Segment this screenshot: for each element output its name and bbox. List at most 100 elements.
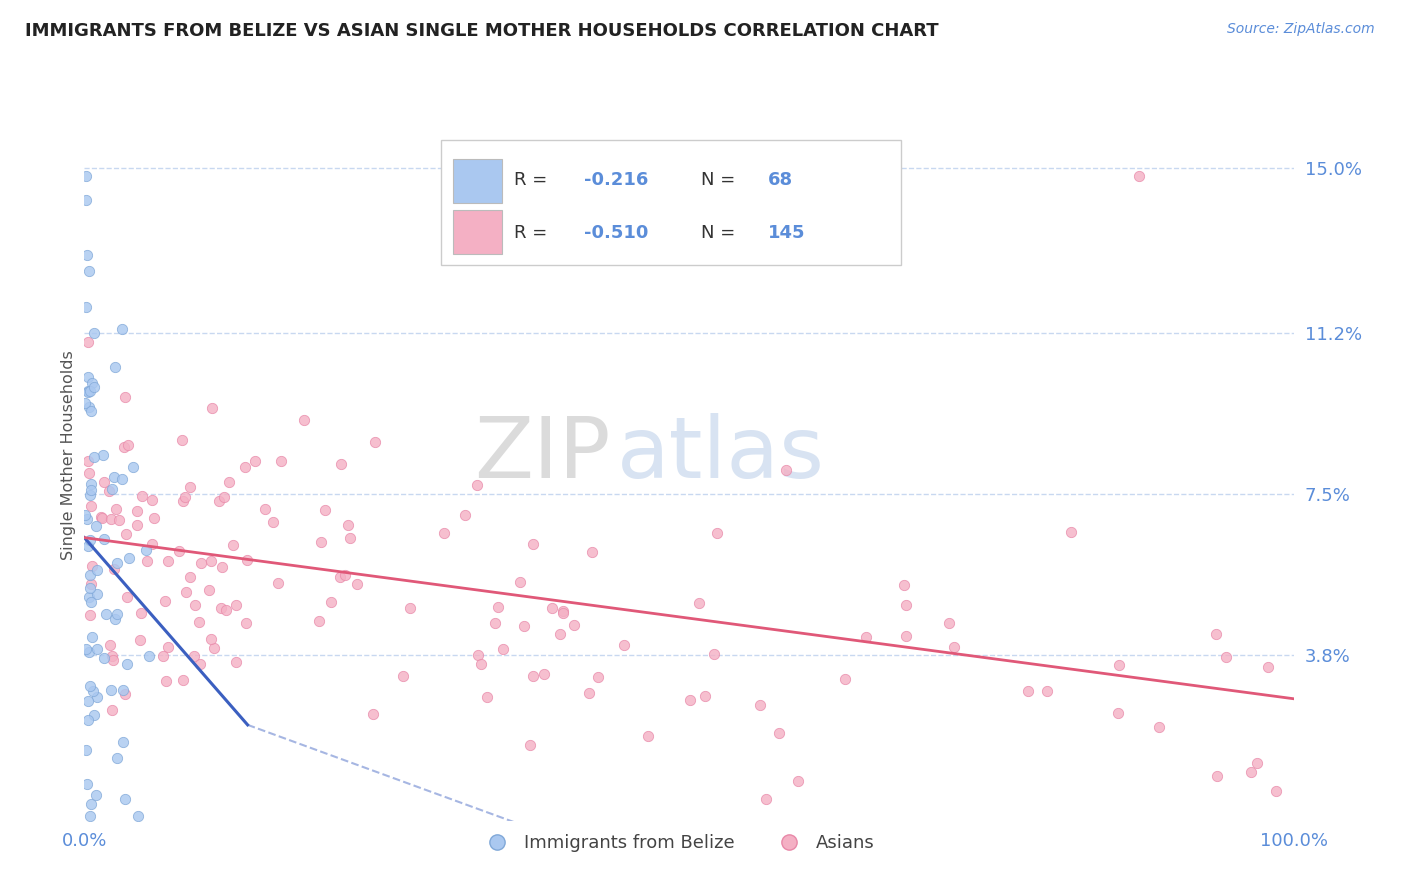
Point — [77, 400, 100, 414]
Text: -0.216: -0.216 — [583, 171, 648, 189]
Point — [467, 648, 489, 662]
Point — [76, 777, 98, 791]
Point — [141, 537, 163, 551]
Point — [111, 472, 134, 486]
Point — [188, 657, 211, 672]
Point — [79, 607, 101, 622]
Point — [114, 687, 136, 701]
Point — [184, 598, 207, 612]
Point — [101, 482, 124, 496]
Point — [91, 448, 114, 462]
Point — [79, 809, 101, 823]
Point — [211, 560, 233, 574]
Point — [333, 568, 356, 582]
Point — [775, 463, 797, 477]
Point — [522, 537, 544, 551]
Point — [104, 612, 127, 626]
Point — [533, 667, 555, 681]
Point — [127, 518, 149, 533]
Point — [138, 648, 160, 663]
Point — [391, 669, 413, 683]
Point — [578, 686, 600, 700]
Point — [236, 553, 259, 567]
Point — [768, 725, 790, 739]
Point — [218, 475, 240, 489]
Point — [157, 640, 180, 654]
Point — [80, 797, 103, 812]
Point — [83, 326, 105, 340]
Point — [153, 594, 176, 608]
Point — [330, 457, 353, 471]
Point — [254, 502, 277, 516]
Point — [117, 438, 139, 452]
Point — [1108, 657, 1130, 672]
Point — [105, 502, 128, 516]
Point — [787, 774, 810, 789]
Point — [167, 543, 190, 558]
Point — [127, 809, 149, 823]
Point — [755, 792, 778, 806]
Point — [114, 390, 136, 404]
Point — [76, 512, 98, 526]
Point — [693, 689, 716, 703]
Point — [346, 577, 368, 591]
Point — [894, 598, 917, 612]
Point — [581, 545, 603, 559]
Point — [270, 453, 292, 467]
Point — [243, 454, 266, 468]
Point — [80, 559, 103, 574]
Point — [553, 604, 575, 618]
Point — [100, 683, 122, 698]
Point — [201, 401, 224, 415]
Point — [492, 641, 515, 656]
Point — [75, 642, 97, 657]
Point — [551, 606, 574, 620]
Point — [105, 556, 128, 570]
Point — [548, 627, 571, 641]
Point — [1107, 706, 1129, 720]
Point — [465, 478, 488, 492]
Point — [75, 508, 97, 523]
Point — [101, 649, 124, 664]
Point — [82, 684, 104, 698]
Point — [225, 599, 247, 613]
Point — [118, 551, 141, 566]
Point — [77, 714, 100, 728]
Point — [399, 601, 422, 615]
Point — [262, 515, 284, 529]
FancyBboxPatch shape — [453, 210, 502, 253]
Point — [1205, 769, 1227, 783]
Point — [200, 632, 222, 646]
Point — [212, 491, 235, 505]
Point — [943, 640, 966, 654]
Point — [83, 708, 105, 723]
Text: N =: N = — [702, 171, 741, 189]
Point — [855, 630, 877, 644]
Point — [86, 587, 108, 601]
Point — [91, 511, 114, 525]
Point — [209, 601, 232, 615]
Point — [75, 193, 97, 207]
Point — [103, 470, 125, 484]
FancyBboxPatch shape — [441, 140, 901, 265]
Point — [77, 590, 100, 604]
Point — [152, 649, 174, 664]
Point — [105, 751, 128, 765]
Point — [105, 607, 128, 621]
Legend: Immigrants from Belize, Asians: Immigrants from Belize, Asians — [472, 827, 882, 859]
Point — [80, 404, 103, 418]
Point — [80, 376, 103, 390]
Point — [637, 729, 659, 743]
Point — [308, 614, 330, 628]
Point — [122, 459, 145, 474]
Point — [80, 595, 103, 609]
Text: IMMIGRANTS FROM BELIZE VS ASIAN SINGLE MOTHER HOUSEHOLDS CORRELATION CHART: IMMIGRANTS FROM BELIZE VS ASIAN SINGLE M… — [25, 22, 939, 40]
Point — [1240, 765, 1263, 780]
Text: R =: R = — [513, 224, 553, 242]
Point — [311, 535, 333, 549]
Point — [172, 673, 194, 688]
Point — [117, 657, 139, 671]
Point — [79, 499, 101, 513]
Point — [197, 583, 219, 598]
Point — [112, 441, 135, 455]
